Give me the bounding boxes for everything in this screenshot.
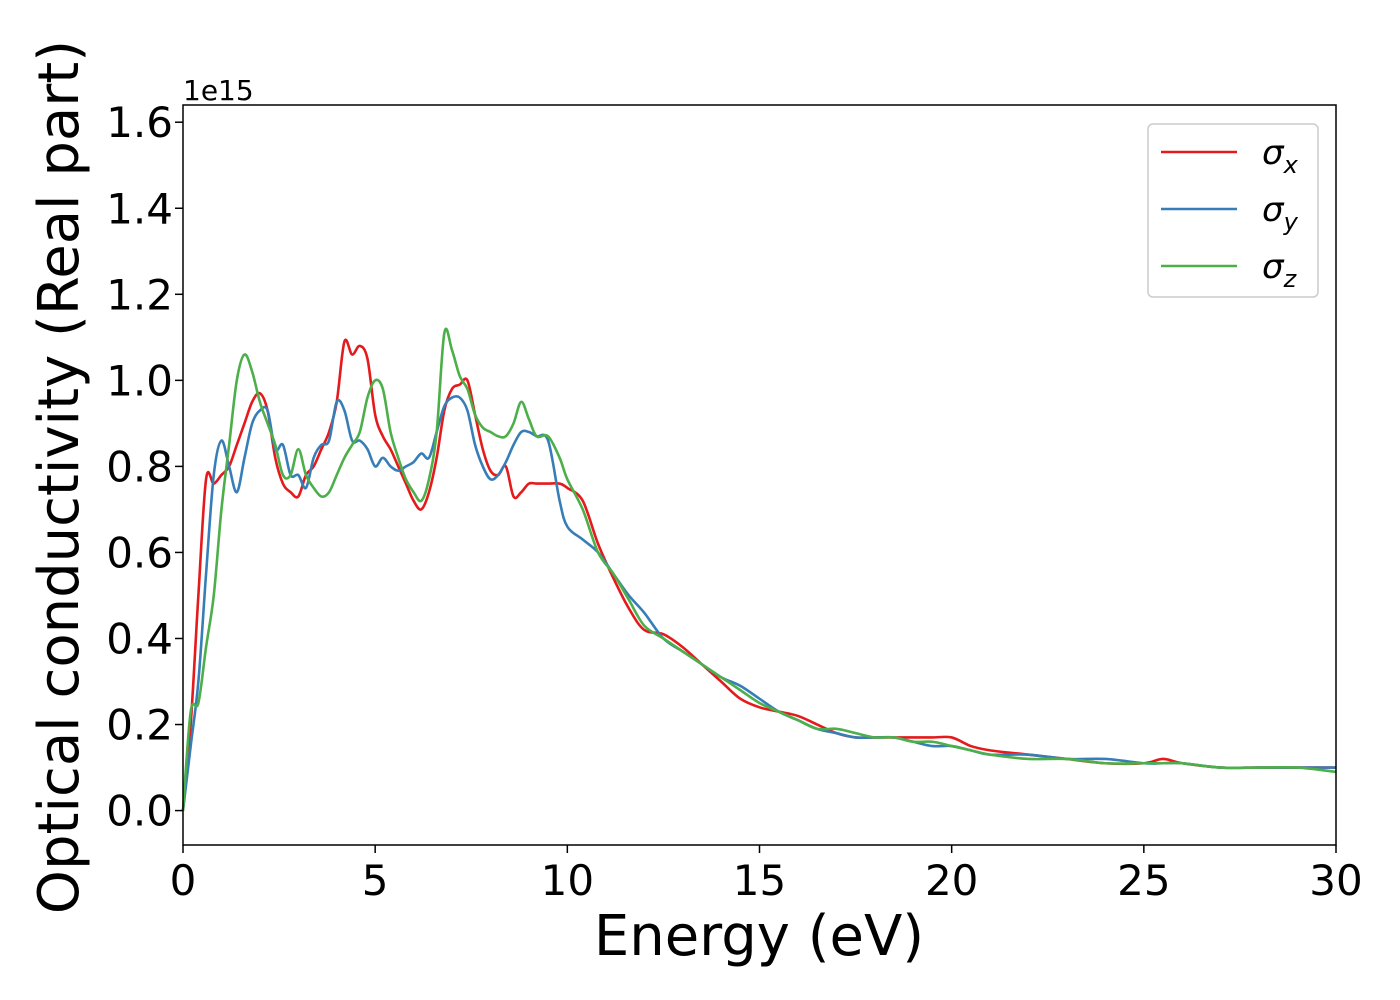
x-tick-label: 10 [541,856,594,905]
x-tick-label: 20 [925,856,978,905]
x-tick-label: 25 [1117,856,1170,905]
x-tick-label: 15 [733,856,786,905]
x-axis-ticks: 0 5 10 15 20 25 30 [170,845,1363,905]
x-axis-label: Energy (eV) [594,904,924,969]
legend-label-x: σx [1262,133,1299,179]
series-line-z [181,327,1337,811]
y-offset-label: 1e15 [183,74,254,107]
legend-label-sub: x [1283,151,1299,179]
y-tick-label: 1.2 [106,270,173,319]
y-tick-label: 0.2 [106,701,173,750]
y-tick-label: 1.6 [106,98,173,147]
y-tick-label: 0.6 [106,528,173,577]
series-layer [181,327,1337,811]
legend-label-sub: z [1283,265,1298,293]
y-axis-ticks: 0.0 0.2 0.4 0.6 0.8 1.0 1.2 1.4 1.6 [106,98,183,836]
y-tick-label: 0.4 [106,614,173,663]
legend-label-y: σy [1262,190,1299,236]
y-axis-label: Optical conductivity (Real part) [27,40,92,914]
x-tick-label: 0 [170,856,197,905]
legend-label-sub: y [1283,208,1299,236]
legend-label-main: σ [1262,190,1285,230]
y-tick-label: 0.0 [106,787,173,836]
y-tick-label: 1.4 [106,184,173,233]
y-tick-label: 0.8 [106,442,173,491]
legend-box [1147,123,1319,298]
legend-label-main: σ [1262,133,1285,173]
series-line-x [181,338,1336,811]
x-tick-label: 5 [362,856,389,905]
legend-label-main: σ [1262,247,1285,287]
y-tick-label: 1.0 [106,356,173,405]
x-tick-label: 30 [1309,856,1362,905]
legend-label-z: σz [1262,247,1298,293]
